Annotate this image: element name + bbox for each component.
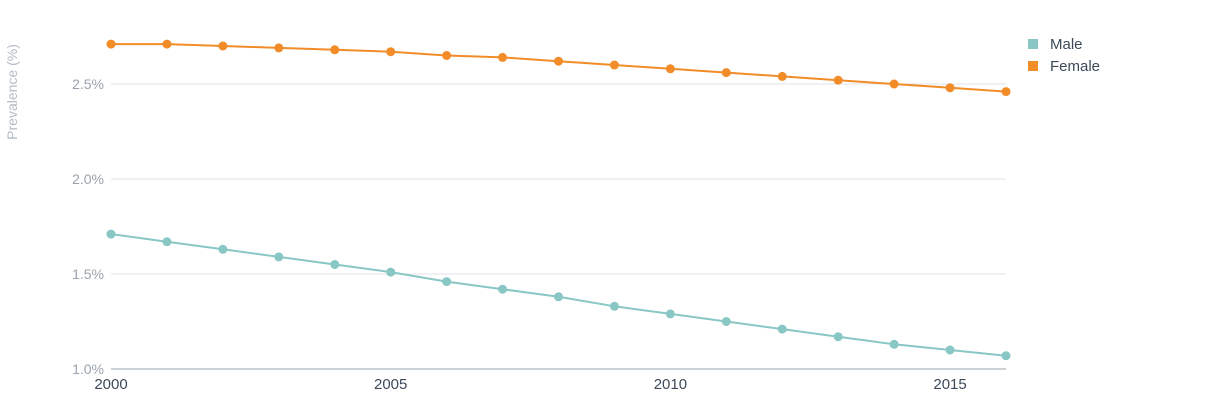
y-tick-label: 1.0%	[72, 361, 104, 377]
data-point-male[interactable]	[721, 317, 731, 326]
data-point-female[interactable]	[833, 75, 843, 85]
data-point-female[interactable]	[609, 60, 619, 70]
data-point-male[interactable]	[106, 229, 116, 239]
data-point-male[interactable]	[386, 267, 396, 277]
data-point-male[interactable]	[665, 309, 675, 319]
grid-lines	[111, 83, 1006, 370]
data-point-female[interactable]	[498, 52, 508, 62]
legend-label-male: Male	[1050, 35, 1083, 53]
data-point-male[interactable]	[777, 324, 787, 334]
data-point-male[interactable]	[1001, 351, 1011, 361]
data-point-male[interactable]	[889, 339, 899, 349]
data-point-female[interactable]	[274, 43, 284, 53]
x-tick-label: 2005	[374, 376, 407, 393]
data-point-male[interactable]	[442, 277, 452, 287]
legend-swatch-male	[1028, 39, 1038, 49]
data-point-female[interactable]	[330, 45, 340, 55]
data-point-female[interactable]	[777, 71, 787, 81]
data-point-male[interactable]	[554, 292, 563, 302]
legend-item-female[interactable]: Female	[1028, 55, 1100, 77]
data-point-male[interactable]	[330, 260, 340, 269]
y-tick-label: 2.0%	[72, 171, 104, 187]
y-axis-label: Prevalence (%)	[4, 44, 20, 140]
legend-label-female: Female	[1050, 57, 1101, 75]
data-point-female[interactable]	[721, 68, 731, 78]
data-point-female[interactable]	[162, 39, 172, 49]
data-point-female[interactable]	[386, 47, 396, 57]
data-point-female[interactable]	[554, 56, 563, 66]
y-axis-ticks: 1.0% 1.5% 2.0% 2.5%	[72, 76, 104, 377]
data-point-male[interactable]	[218, 244, 228, 254]
data-point-female[interactable]	[665, 64, 675, 74]
series-group	[106, 39, 1011, 361]
legend-swatch-female	[1028, 61, 1038, 71]
legend: Male Female	[1028, 33, 1100, 77]
x-tick-label: 2000	[94, 376, 127, 393]
x-tick-label: 2015	[933, 376, 966, 393]
data-point-female[interactable]	[218, 41, 228, 51]
x-tick-label: 2010	[654, 376, 687, 393]
legend-item-male[interactable]: Male	[1028, 33, 1100, 55]
data-point-female[interactable]	[1001, 87, 1011, 97]
y-tick-label: 2.5%	[72, 76, 104, 92]
data-point-male[interactable]	[498, 284, 508, 294]
data-point-male[interactable]	[162, 237, 172, 247]
data-point-male[interactable]	[833, 332, 843, 342]
data-point-female[interactable]	[106, 39, 116, 49]
y-tick-label: 1.5%	[72, 266, 104, 282]
data-point-male[interactable]	[945, 345, 955, 355]
data-point-male[interactable]	[609, 301, 619, 311]
x-axis-ticks: 2000 2005 2010 2015	[94, 376, 966, 393]
data-point-female[interactable]	[442, 51, 452, 60]
data-point-female[interactable]	[945, 83, 955, 93]
data-point-female[interactable]	[889, 79, 899, 89]
data-point-male[interactable]	[274, 252, 284, 262]
